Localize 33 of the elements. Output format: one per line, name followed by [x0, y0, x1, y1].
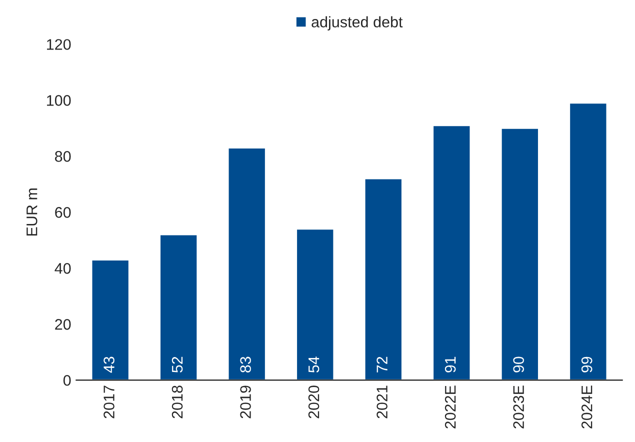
data-label: 52 [172, 356, 183, 373]
y-tick-label: 80 [55, 151, 71, 162]
y-tick-label: 0 [63, 374, 71, 386]
bar [296, 228, 335, 380]
bar [568, 102, 608, 380]
x-tick-label: 2024E [581, 386, 592, 428]
bar [500, 127, 540, 380]
bar [227, 147, 266, 380]
x-tick-label: 2022E [444, 386, 456, 428]
y-tick-label: 20 [55, 319, 71, 330]
data-label: 72 [376, 356, 388, 372]
y-tick-label: 120 [47, 39, 71, 50]
y-axis-title: EUR m [26, 188, 38, 236]
x-tick-label: 2021 [376, 386, 388, 418]
bar [432, 124, 472, 380]
x-tick-label: 2019 [240, 386, 251, 418]
y-tick-label: 60 [55, 207, 71, 218]
y-tick-label: 40 [54, 263, 71, 274]
bar [364, 178, 403, 380]
data-label: 91 [444, 356, 456, 372]
x-tick-label: 2018 [172, 386, 183, 418]
x-tick-label: 2020 [308, 386, 320, 418]
data-label: 90 [513, 356, 524, 372]
data-label: 54 [308, 356, 320, 373]
data-label: 43 [104, 356, 114, 373]
bar [159, 234, 198, 380]
x-tick-label: 2023E [513, 386, 524, 428]
x-tick-label: 2017 [104, 386, 114, 418]
y-tick-label: 100 [47, 95, 71, 106]
data-label: 83 [240, 356, 251, 372]
data-label: 99 [581, 356, 592, 372]
legend-label: adjusted debt [312, 16, 403, 30]
bar [90, 259, 130, 380]
